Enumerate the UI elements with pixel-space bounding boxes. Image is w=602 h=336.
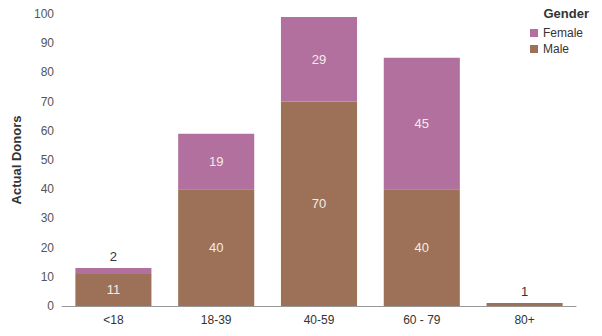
- svg-text:60 - 79: 60 - 79: [403, 313, 441, 327]
- svg-text:30: 30: [41, 211, 55, 225]
- svg-text:11: 11: [107, 282, 121, 297]
- svg-text:100: 100: [34, 7, 54, 21]
- svg-text:90: 90: [41, 36, 55, 50]
- svg-text:70: 70: [41, 95, 55, 109]
- svg-text:<18: <18: [103, 313, 124, 327]
- svg-text:80+: 80+: [514, 313, 534, 327]
- svg-text:Gender: Gender: [543, 6, 589, 21]
- svg-text:70: 70: [312, 196, 326, 211]
- svg-text:40-59: 40-59: [304, 313, 335, 327]
- svg-text:Actual Donors: Actual Donors: [9, 116, 24, 205]
- svg-text:40: 40: [41, 182, 55, 196]
- svg-text:Female: Female: [543, 26, 583, 40]
- svg-text:29: 29: [312, 52, 326, 67]
- svg-text:18-39: 18-39: [201, 313, 232, 327]
- svg-text:50: 50: [41, 153, 55, 167]
- svg-text:10: 10: [41, 270, 55, 284]
- svg-text:19: 19: [209, 154, 223, 169]
- svg-text:60: 60: [41, 124, 55, 138]
- svg-text:1: 1: [521, 284, 528, 299]
- svg-text:2: 2: [110, 249, 117, 264]
- svg-text:Male: Male: [543, 42, 569, 56]
- svg-text:40: 40: [415, 240, 429, 255]
- svg-text:80: 80: [41, 65, 55, 79]
- svg-text:20: 20: [41, 241, 55, 255]
- svg-text:40: 40: [209, 240, 223, 255]
- svg-text:45: 45: [415, 116, 429, 131]
- svg-text:0: 0: [47, 299, 54, 313]
